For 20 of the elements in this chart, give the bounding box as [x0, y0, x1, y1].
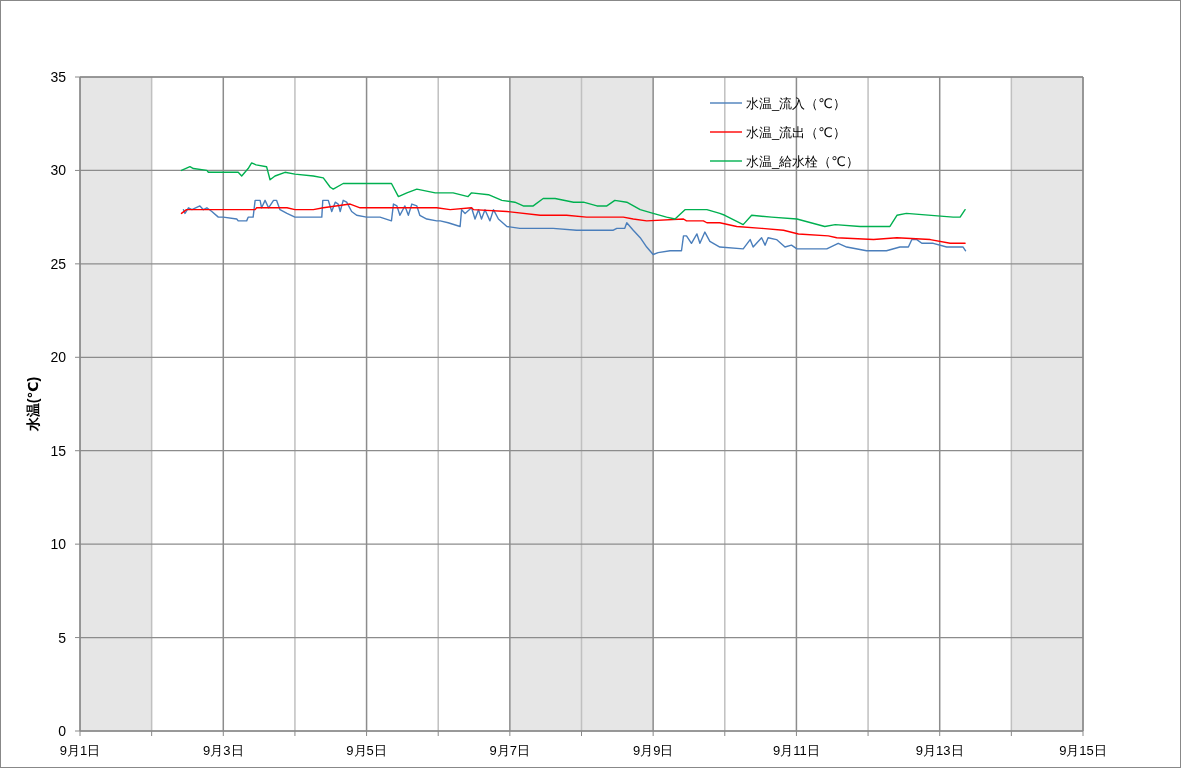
y-tick-label: 25 — [50, 255, 67, 272]
x-tick-label: 9月1日 — [59, 743, 101, 758]
legend-label: 水温_流出（℃） — [746, 125, 846, 140]
x-tick-label: 9月3日 — [203, 743, 244, 758]
y-axis-title: 水温(℃) — [25, 376, 41, 433]
x-tick-label: 9月15日 — [1059, 743, 1107, 758]
y-tick-label: 20 — [50, 349, 67, 366]
y-tick-label: 30 — [50, 162, 67, 179]
y-tick-label: 10 — [50, 536, 67, 553]
y-tick-label: 0 — [58, 723, 67, 739]
x-tick-label: 9月9日 — [632, 743, 674, 758]
legend-label: 水温_給水栓（℃） — [746, 154, 859, 169]
x-tick-label: 9月13日 — [915, 743, 964, 758]
legend-label: 水温_流入（℃） — [746, 96, 846, 111]
y-tick-label: 15 — [50, 442, 67, 459]
y-tick-label: 35 — [50, 69, 67, 85]
y-tick-label: 5 — [58, 629, 67, 646]
x-tick-label: 9月5日 — [346, 743, 387, 758]
x-tick-label: 9月7日 — [489, 743, 531, 758]
x-tick-label: 9月11日 — [773, 743, 820, 758]
